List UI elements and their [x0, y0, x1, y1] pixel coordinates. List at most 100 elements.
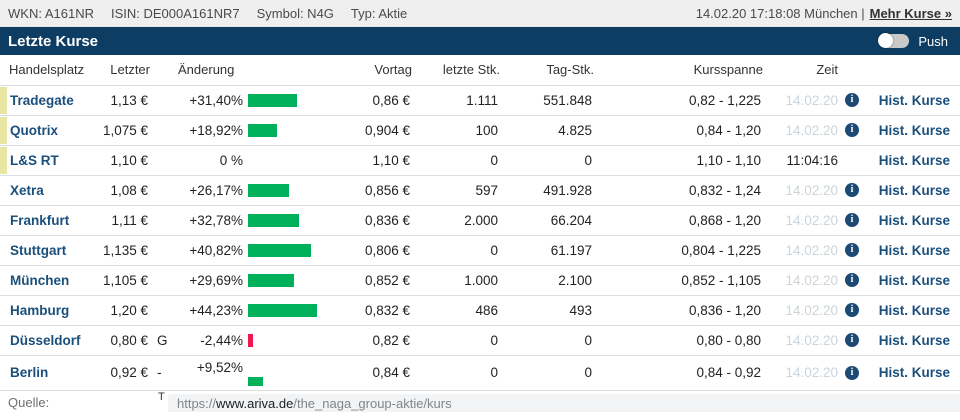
quotes-table: Handelsplatz Letzter Änderung Vortag let… [0, 55, 960, 391]
price-suffix [150, 115, 176, 146]
last-price: 0,80 € [103, 325, 150, 356]
header-tag-stk: Tag-Stk. [500, 55, 594, 86]
mehr-kurse-link[interactable]: Mehr Kurse » [869, 5, 952, 21]
url-host: www.ariva.de [216, 395, 294, 411]
venue-link[interactable]: Berlin [10, 365, 49, 380]
hist-kurse-link[interactable]: Hist. Kurse [878, 182, 950, 198]
venue-link[interactable]: Xetra [10, 182, 44, 198]
info-icon[interactable]: i [845, 123, 859, 137]
header-handelsplatz: Handelsplatz [0, 55, 103, 86]
venue-link[interactable]: Quotrix [10, 122, 59, 138]
prev-close: 0,84 € [330, 355, 412, 391]
price-range: 0,80 - 0,80 [594, 325, 763, 356]
price-range: 0,852 - 1,105 [594, 265, 763, 296]
day-volume: 0 [500, 145, 594, 176]
change-bar [248, 303, 317, 317]
hist-kurse-link[interactable]: Hist. Kurse [878, 212, 950, 228]
price-range: 1,10 - 1,10 [594, 145, 763, 176]
hist-kurse-link[interactable]: Hist. Kurse [878, 272, 950, 288]
venue-link[interactable]: L&S RT [10, 152, 59, 168]
hist-kurse-link[interactable]: Hist. Kurse [878, 365, 950, 380]
info-icon[interactable]: i [845, 365, 859, 380]
info-icon[interactable]: i [845, 93, 859, 107]
info-icon[interactable]: i [845, 333, 859, 347]
change-percent: +26,17% [189, 182, 243, 198]
info-icon[interactable]: i [845, 243, 859, 257]
table-row: München 1,105 € +29,69% 0,852 € 1.000 2.… [0, 265, 960, 296]
info-icon[interactable]: i [845, 303, 859, 317]
hist-kurse-link[interactable]: Hist. Kurse [878, 122, 950, 138]
price-suffix [150, 85, 176, 116]
change-bar [248, 376, 263, 386]
day-volume: 66.204 [500, 205, 594, 236]
venue-link[interactable]: Düsseldorf [10, 332, 81, 348]
url-path: /the_naga_group-aktie/kurs [293, 395, 452, 411]
info-icon[interactable]: i [845, 273, 859, 287]
quote-time: 14.02.20 [763, 265, 838, 296]
hist-kurse-link[interactable]: Hist. Kurse [878, 302, 950, 318]
quote-time: 14.02.20 [763, 325, 838, 356]
change-percent: +44,23% [189, 302, 243, 318]
quote-time: 14.02.20 [763, 85, 838, 116]
last-price: 1,13 € [103, 85, 150, 116]
last-price: 1,135 € [103, 235, 150, 266]
source-label: Quelle: [8, 394, 50, 410]
quote-time: 14.02.20 [763, 205, 838, 236]
push-toggle[interactable] [878, 33, 910, 48]
day-volume: 4.825 [500, 115, 594, 146]
info-icon[interactable]: i [845, 183, 859, 197]
table-row: Berlin 0,92 € - +9,52% 0,84 € 0 0 0,84 -… [0, 355, 960, 391]
venue-link[interactable]: Stuttgart [10, 242, 67, 258]
price-range: 0,84 - 1,20 [594, 115, 763, 146]
quote-time: 14.02.20 [763, 295, 838, 326]
hist-kurse-link[interactable]: Hist. Kurse [878, 92, 950, 108]
table-row: Hamburg 1,20 € +44,23% 0,832 € 486 493 0… [0, 295, 960, 326]
info-icon[interactable]: i [845, 213, 859, 227]
wkn-label: WKN: A161NR [8, 5, 94, 21]
price-range: 0,804 - 1,225 [594, 235, 763, 266]
table-header-row: Handelsplatz Letzter Änderung Vortag let… [0, 55, 960, 86]
quote-timestamp: 14.02.20 17:18:08 München | [695, 5, 865, 21]
change-bar [248, 93, 297, 107]
venue-link[interactable]: München [10, 272, 70, 288]
header-info-spacer [838, 55, 866, 86]
price-suffix [150, 175, 176, 206]
change-percent: +31,40% [189, 92, 243, 108]
last-volume: 100 [412, 115, 500, 146]
header-zeit: Zeit [763, 55, 838, 86]
change-percent: +40,82% [189, 242, 243, 258]
row-highlight-marker [0, 86, 7, 114]
last-price: 0,92 € [103, 355, 150, 391]
prev-close: 0,82 € [330, 325, 412, 356]
day-volume: 2.100 [500, 265, 594, 296]
quote-time: 14.02.20 [763, 355, 838, 391]
table-row: Tradegate 1,13 € +31,40% 0,86 € 1.111 55… [0, 85, 960, 116]
header-aenderung: Änderung [176, 55, 330, 86]
venue-link[interactable]: Hamburg [10, 302, 70, 318]
url-scheme: https:// [177, 395, 217, 411]
change-bar [248, 213, 299, 227]
price-suffix [150, 205, 176, 236]
change-percent: -2,44% [200, 332, 243, 348]
prev-close: 0,806 € [330, 235, 412, 266]
last-price: 1,105 € [103, 265, 150, 296]
venue-link[interactable]: Tradegate [10, 92, 74, 108]
prev-close: 0,904 € [330, 115, 412, 146]
hist-kurse-link[interactable]: Hist. Kurse [878, 152, 950, 168]
last-price: 1,075 € [103, 115, 150, 146]
hist-kurse-link[interactable]: Hist. Kurse [878, 242, 950, 258]
change-bar [248, 183, 289, 197]
table-row: Düsseldorf 0,80 € G -2,44% 0,82 € 0 0 0,… [0, 325, 960, 356]
quote-time: 11:04:16 [763, 145, 838, 176]
hist-kurse-link[interactable]: Hist. Kurse [878, 332, 950, 348]
instrument-meta-bar: WKN: A161NR ISIN: DE000A161NR7 Symbol: N… [0, 0, 960, 27]
price-range: 0,836 - 1,20 [594, 295, 763, 326]
change-bar [248, 273, 294, 287]
last-volume: 1.111 [412, 85, 500, 116]
change-percent: +29,69% [189, 272, 243, 288]
last-volume: 2.000 [412, 205, 500, 236]
header-kursspanne: Kursspanne [594, 55, 763, 86]
last-price: 1,11 € [103, 205, 150, 236]
isin-label: ISIN: DE000A161NR7 [110, 5, 240, 21]
venue-link[interactable]: Frankfurt [10, 212, 70, 228]
